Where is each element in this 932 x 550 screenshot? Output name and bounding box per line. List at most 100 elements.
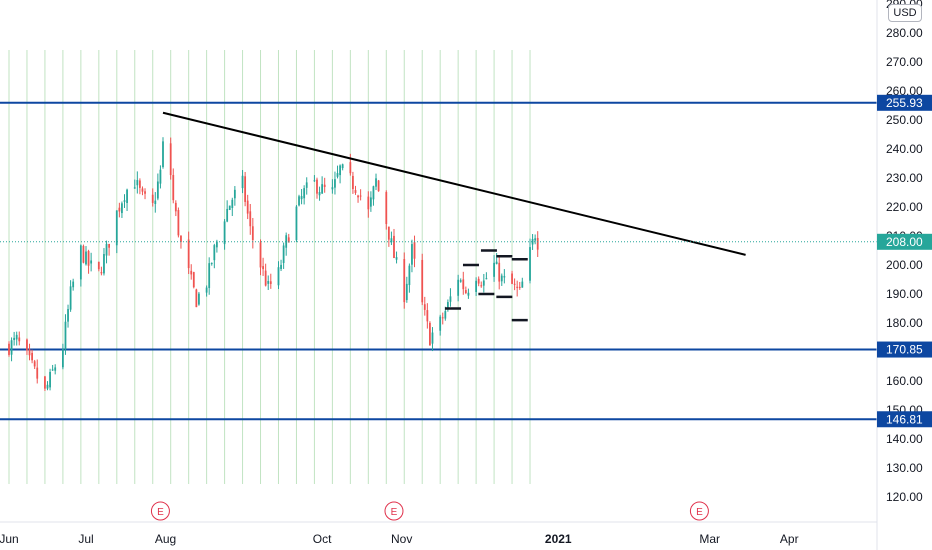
candle	[133, 179, 136, 189]
candle	[15, 331, 18, 346]
candle-body	[446, 302, 449, 310]
candle	[269, 273, 272, 289]
candle-body	[493, 262, 495, 277]
candle-body	[303, 188, 306, 199]
candle	[359, 189, 362, 201]
candle	[44, 375, 46, 391]
candle-body	[395, 257, 398, 260]
candle	[67, 304, 69, 328]
currency-badge[interactable]: USD	[888, 4, 922, 22]
price-tick-label: 220.00	[886, 200, 923, 214]
candle-body	[49, 371, 51, 388]
candle	[46, 381, 49, 391]
candle-body	[100, 272, 103, 274]
candle-body	[67, 309, 69, 322]
candle	[213, 243, 216, 269]
candle-body	[321, 184, 324, 194]
candle	[446, 299, 449, 312]
candle-body	[282, 245, 285, 264]
candle	[205, 285, 208, 297]
candle	[26, 338, 28, 355]
candle	[177, 207, 180, 238]
candle-body	[33, 361, 36, 367]
candle	[485, 272, 488, 280]
price-level-tag: 146.81	[877, 411, 932, 428]
candle	[459, 278, 462, 283]
candle-body	[231, 199, 234, 208]
candle-body	[259, 242, 262, 268]
candle-body	[464, 290, 467, 294]
candle	[295, 205, 298, 243]
candle	[467, 288, 470, 299]
time-axis[interactable]: Jun Jul Aug Oct Nov 2021 Mar Apr	[0, 532, 799, 546]
candle	[246, 194, 249, 220]
price-level-tag-label: 255.93	[886, 96, 923, 110]
price-tick-label: 230.00	[886, 171, 923, 185]
candle	[64, 314, 67, 355]
candle-body	[192, 272, 195, 288]
candle-body	[141, 188, 144, 192]
candle-body	[69, 286, 72, 310]
candle-body	[136, 180, 139, 186]
candle-body	[174, 202, 177, 212]
candle-body	[205, 287, 208, 293]
candle-body	[429, 322, 431, 346]
candle-body	[133, 187, 136, 189]
earnings-label: E	[696, 507, 703, 518]
candle-body	[318, 192, 321, 196]
candle	[103, 248, 105, 276]
candle	[413, 235, 416, 268]
candle-body	[31, 352, 33, 361]
candle-body	[521, 281, 524, 288]
candle-body	[536, 237, 539, 250]
price-level-tag-label: 170.85	[886, 343, 923, 357]
candle-body	[213, 245, 216, 261]
candle	[511, 270, 513, 285]
candle	[156, 173, 159, 201]
candle	[369, 191, 372, 212]
candle-body	[123, 200, 126, 202]
candle-body	[518, 286, 521, 288]
candle-body	[411, 244, 413, 265]
candle	[457, 274, 460, 302]
candle-body	[87, 250, 90, 266]
candle-body	[177, 210, 180, 236]
candle	[136, 171, 139, 194]
candle	[233, 186, 236, 206]
last-price-tag-bg	[877, 233, 932, 250]
candle	[208, 257, 211, 295]
candle	[8, 341, 10, 357]
candle	[282, 242, 285, 269]
candle-body	[190, 270, 193, 275]
candle	[151, 188, 154, 207]
candle-body	[336, 173, 339, 177]
candle-body	[138, 180, 141, 188]
candle	[138, 178, 141, 195]
price-level-tag: 255.93	[877, 94, 932, 111]
candle	[69, 280, 72, 312]
candle-body	[459, 280, 462, 282]
candle-body	[26, 339, 28, 351]
candle	[285, 232, 288, 256]
trendline	[162, 111, 746, 256]
candle	[33, 359, 36, 370]
candle-body	[46, 384, 49, 389]
candle-body	[529, 247, 531, 281]
candle	[54, 364, 57, 375]
candle	[482, 273, 485, 293]
candle-body	[367, 196, 370, 210]
candle	[411, 239, 413, 273]
candle-body	[223, 221, 226, 245]
earnings-marker: E	[689, 501, 709, 521]
candle	[300, 189, 303, 205]
candle-body	[439, 316, 442, 331]
candle	[72, 278, 75, 291]
candle	[408, 263, 411, 293]
candle	[431, 327, 434, 352]
candle-body	[467, 292, 470, 296]
time-tick-label: Jul	[78, 532, 93, 546]
candle	[51, 364, 54, 371]
candle	[169, 137, 172, 180]
candle	[341, 163, 344, 171]
